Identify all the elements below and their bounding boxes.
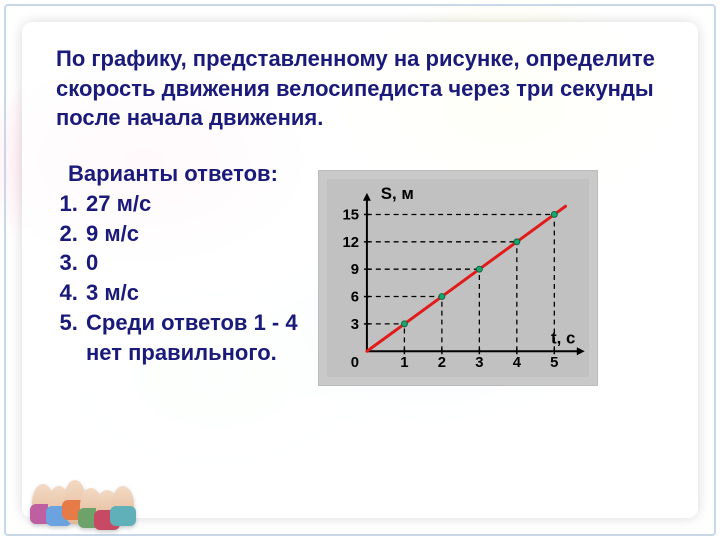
person-icon [112, 486, 134, 524]
answer-option: 0 [84, 248, 306, 278]
people-illustration [18, 468, 148, 524]
answer-option: Среди ответов 1 - 4 нет правильного. [84, 308, 306, 367]
answer-option: 9 м/с [84, 219, 306, 249]
svg-text:15: 15 [342, 207, 359, 223]
svg-text:4: 4 [513, 355, 522, 371]
answer-option: 27 м/с [84, 189, 306, 219]
answer-option: 3 м/с [84, 278, 306, 308]
answers-heading: Варианты ответов: [68, 161, 306, 187]
chart-plot-area: 1234536912150S, мt, с [327, 179, 589, 377]
svg-text:1: 1 [400, 355, 408, 371]
svg-text:9: 9 [351, 262, 359, 278]
svg-text:2: 2 [438, 355, 446, 371]
chart-container: 1234536912150S, мt, с [318, 170, 598, 386]
svg-text:3: 3 [475, 355, 483, 371]
answers-column: Варианты ответов: 27 м/с 9 м/с 0 3 м/с С… [56, 151, 306, 367]
svg-text:t, с: t, с [551, 328, 575, 347]
svg-text:5: 5 [550, 355, 558, 371]
answers-list: 27 м/с 9 м/с 0 3 м/с Среди ответов 1 - 4… [56, 189, 306, 367]
svg-text:12: 12 [342, 235, 359, 251]
slide-card: По графику, представленному на рисунке, … [22, 22, 698, 518]
svg-text:3: 3 [351, 317, 359, 333]
slide-frame: По графику, представленному на рисунке, … [4, 4, 716, 536]
svg-text:S, м: S, м [381, 184, 414, 203]
question-text: По графику, представленному на рисунке, … [56, 44, 656, 133]
svg-text:6: 6 [351, 289, 359, 305]
svg-text:0: 0 [351, 355, 359, 371]
chart-svg: 1234536912150S, мt, с [327, 179, 589, 377]
